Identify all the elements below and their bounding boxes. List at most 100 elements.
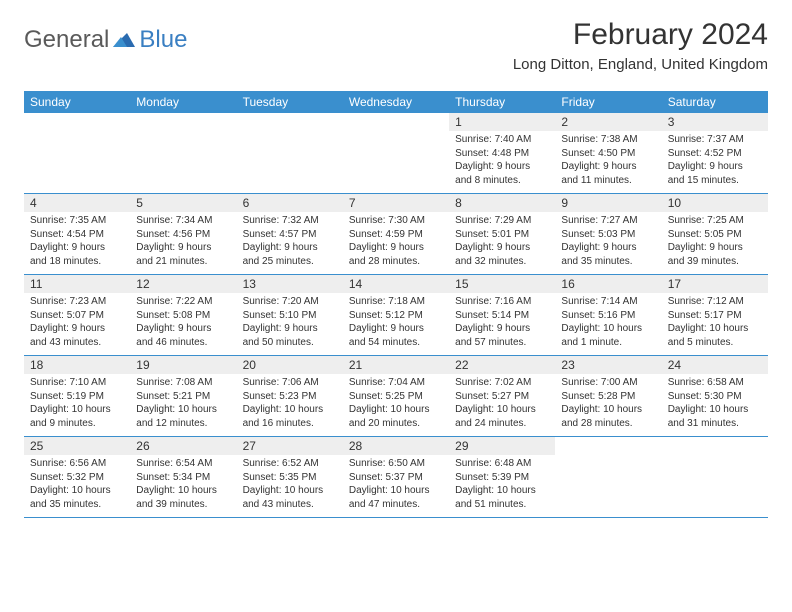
day-info: Sunrise: 7:37 AMSunset: 4:52 PMDaylight:…	[662, 133, 768, 187]
day-cell: 1Sunrise: 7:40 AMSunset: 4:48 PMDaylight…	[449, 113, 555, 193]
day-daylight1: Daylight: 10 hours	[668, 322, 764, 336]
day-number: 12	[130, 275, 236, 293]
day-info: Sunrise: 7:12 AMSunset: 5:17 PMDaylight:…	[662, 295, 768, 349]
day-cell: 19Sunrise: 7:08 AMSunset: 5:21 PMDayligh…	[130, 356, 236, 436]
day-daylight1: Daylight: 10 hours	[349, 403, 445, 417]
day-daylight2: and 54 minutes.	[349, 336, 445, 350]
day-sunset: Sunset: 4:48 PM	[455, 147, 551, 161]
day-sunrise: Sunrise: 7:25 AM	[668, 214, 764, 228]
day-daylight1: Daylight: 9 hours	[455, 241, 551, 255]
day-number: 15	[449, 275, 555, 293]
day-info: Sunrise: 7:35 AMSunset: 4:54 PMDaylight:…	[24, 214, 130, 268]
day-daylight2: and 47 minutes.	[349, 498, 445, 512]
day-cell	[130, 113, 236, 193]
day-info: Sunrise: 7:22 AMSunset: 5:08 PMDaylight:…	[130, 295, 236, 349]
day-daylight1: Daylight: 9 hours	[668, 160, 764, 174]
day-cell: 4 Sunrise: 7:35 AMSunset: 4:54 PMDaylight…	[24, 194, 130, 274]
day-sunrise: Sunrise: 7:23 AM	[30, 295, 126, 309]
day-sunset: Sunset: 4:57 PM	[243, 228, 339, 242]
day-sunset: Sunset: 4:59 PM	[349, 228, 445, 242]
day-daylight1: Daylight: 9 hours	[668, 241, 764, 255]
day-sunrise: Sunrise: 7:30 AM	[349, 214, 445, 228]
day-sunrise: Sunrise: 7:29 AM	[455, 214, 551, 228]
day-daylight1: Daylight: 10 hours	[136, 484, 232, 498]
day-daylight2: and 20 minutes.	[349, 417, 445, 431]
day-sunrise: Sunrise: 7:40 AM	[455, 133, 551, 147]
day-cell: 28Sunrise: 6:50 AMSunset: 5:37 PMDayligh…	[343, 437, 449, 517]
weekday-label: Monday	[130, 91, 236, 113]
day-daylight2: and 15 minutes.	[668, 174, 764, 188]
day-sunrise: Sunrise: 7:22 AM	[136, 295, 232, 309]
week-row: 25 Sunrise: 6:56 AMSunset: 5:32 PMDayligh…	[24, 437, 768, 518]
day-daylight1: Daylight: 10 hours	[243, 403, 339, 417]
day-daylight2: and 39 minutes.	[668, 255, 764, 269]
day-sunrise: Sunrise: 6:56 AM	[30, 457, 126, 471]
day-daylight2: and 24 minutes.	[455, 417, 551, 431]
day-sunset: Sunset: 5:01 PM	[455, 228, 551, 242]
day-daylight2: and 8 minutes.	[455, 174, 551, 188]
day-daylight2: and 28 minutes.	[349, 255, 445, 269]
day-sunrise: Sunrise: 7:38 AM	[561, 133, 657, 147]
day-sunset: Sunset: 5:07 PM	[30, 309, 126, 323]
day-daylight1: Daylight: 10 hours	[136, 403, 232, 417]
day-sunset: Sunset: 5:28 PM	[561, 390, 657, 404]
day-cell: 5Sunrise: 7:34 AMSunset: 4:56 PMDaylight…	[130, 194, 236, 274]
day-number: 13	[237, 275, 343, 293]
day-cell: 8Sunrise: 7:29 AMSunset: 5:01 PMDaylight…	[449, 194, 555, 274]
day-number: 14	[343, 275, 449, 293]
day-number	[343, 113, 449, 117]
day-info: Sunrise: 6:54 AMSunset: 5:34 PMDaylight:…	[130, 457, 236, 511]
logo-text-general: General	[24, 26, 109, 54]
day-sunset: Sunset: 5:16 PM	[561, 309, 657, 323]
day-info: Sunrise: 7:16 AMSunset: 5:14 PMDaylight:…	[449, 295, 555, 349]
day-sunset: Sunset: 4:56 PM	[136, 228, 232, 242]
day-daylight2: and 12 minutes.	[136, 417, 232, 431]
day-cell: 24Sunrise: 6:58 AMSunset: 5:30 PMDayligh…	[662, 356, 768, 436]
header: General Blue February 2024 Long Ditton, …	[24, 18, 768, 73]
week-row: 1Sunrise: 7:40 AMSunset: 4:48 PMDaylight…	[24, 113, 768, 194]
day-info: Sunrise: 6:56 AMSunset: 5:32 PMDaylight:…	[24, 457, 130, 511]
day-sunset: Sunset: 5:03 PM	[561, 228, 657, 242]
day-number: 9	[555, 194, 661, 212]
day-sunrise: Sunrise: 7:20 AM	[243, 295, 339, 309]
day-info: Sunrise: 7:29 AMSunset: 5:01 PMDaylight:…	[449, 214, 555, 268]
weekday-label: Wednesday	[343, 91, 449, 113]
location-text: Long Ditton, England, United Kingdom	[513, 56, 768, 73]
calendar: Sunday Monday Tuesday Wednesday Thursday…	[24, 91, 768, 518]
week-row: 4Sunrise: 7:35 AMSunset: 4:54 PMDaylight…	[24, 194, 768, 275]
day-sunset: Sunset: 5:10 PM	[243, 309, 339, 323]
day-daylight2: and 28 minutes.	[561, 417, 657, 431]
day-number: 26	[130, 437, 236, 455]
day-info: Sunrise: 7:00 AMSunset: 5:28 PMDaylight:…	[555, 376, 661, 430]
logo: General Blue	[24, 18, 187, 54]
day-sunset: Sunset: 4:54 PM	[30, 228, 126, 242]
day-cell: 6Sunrise: 7:32 AMSunset: 4:57 PMDaylight…	[237, 194, 343, 274]
day-daylight2: and 1 minute.	[561, 336, 657, 350]
day-daylight2: and 57 minutes.	[455, 336, 551, 350]
day-number: 25	[24, 437, 130, 455]
day-number: 3	[662, 113, 768, 131]
day-daylight2: and 21 minutes.	[136, 255, 232, 269]
day-daylight2: and 9 minutes.	[30, 417, 126, 431]
week-row: 11Sunrise: 7:23 AMSunset: 5:07 PMDayligh…	[24, 275, 768, 356]
day-sunset: Sunset: 5:17 PM	[668, 309, 764, 323]
day-number	[662, 437, 768, 441]
day-daylight1: Daylight: 10 hours	[561, 403, 657, 417]
day-daylight2: and 35 minutes.	[561, 255, 657, 269]
day-cell: 3 Sunrise: 7:37 AMSunset: 4:52 PMDaylight…	[662, 113, 768, 193]
day-sunrise: Sunrise: 7:35 AM	[30, 214, 126, 228]
day-cell: 23Sunrise: 7:00 AMSunset: 5:28 PMDayligh…	[555, 356, 661, 436]
day-number	[24, 113, 130, 117]
day-sunset: Sunset: 5:30 PM	[668, 390, 764, 404]
day-number: 18	[24, 356, 130, 374]
day-sunrise: Sunrise: 7:37 AM	[668, 133, 764, 147]
day-cell	[343, 113, 449, 193]
day-number: 4	[24, 194, 130, 212]
day-sunset: Sunset: 5:35 PM	[243, 471, 339, 485]
day-cell: 14Sunrise: 7:18 AMSunset: 5:12 PMDayligh…	[343, 275, 449, 355]
day-daylight2: and 51 minutes.	[455, 498, 551, 512]
day-cell: 25 Sunrise: 6:56 AMSunset: 5:32 PMDayligh…	[24, 437, 130, 517]
day-cell: 12 Sunrise: 7:22 AMSunset: 5:08 PMDayligh…	[130, 275, 236, 355]
day-number: 21	[343, 356, 449, 374]
day-number: 7	[343, 194, 449, 212]
